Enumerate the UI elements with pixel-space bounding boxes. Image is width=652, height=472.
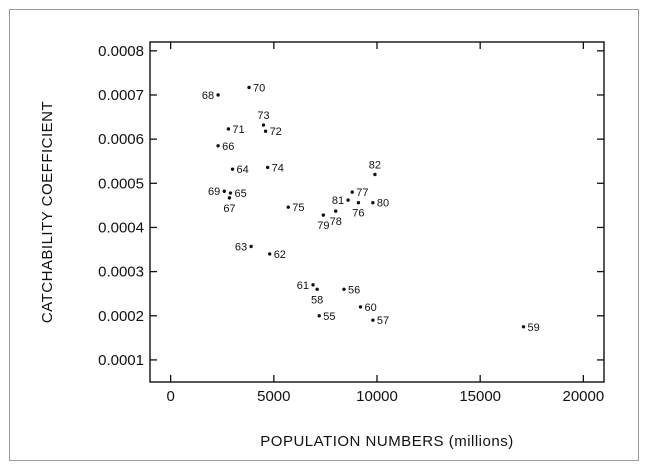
data-point xyxy=(334,209,338,213)
data-point-label: 74 xyxy=(272,162,284,174)
y-tick-label: 0.0007 xyxy=(98,87,144,104)
data-point xyxy=(265,165,270,170)
data-point-label: 78 xyxy=(330,216,342,228)
data-point-label: 56 xyxy=(348,284,360,296)
data-point xyxy=(226,127,231,131)
data-point xyxy=(286,205,290,209)
data-point xyxy=(311,283,315,287)
data-point-label: 70 xyxy=(253,82,265,94)
data-point-label: 79 xyxy=(317,220,329,232)
x-tick-label: 10000 xyxy=(356,388,398,405)
data-point xyxy=(350,190,354,194)
data-point-label: 77 xyxy=(356,187,368,199)
data-point xyxy=(356,201,361,205)
data-point-label: 82 xyxy=(369,159,381,171)
data-point xyxy=(521,325,526,329)
data-point xyxy=(371,201,375,205)
data-point xyxy=(346,198,350,202)
data-point-label: 64 xyxy=(237,164,249,176)
data-point xyxy=(317,314,321,318)
data-point-label: 55 xyxy=(323,311,335,323)
data-point xyxy=(230,167,235,171)
data-point-label: 80 xyxy=(377,198,389,210)
data-point-label: 59 xyxy=(528,322,540,334)
data-point xyxy=(222,189,226,193)
data-point xyxy=(247,85,251,90)
y-tick-label: 0.0005 xyxy=(98,175,144,192)
data-point-label: 73 xyxy=(257,110,269,122)
x-tick-label: 15000 xyxy=(459,388,501,405)
data-point xyxy=(267,252,272,256)
y-tick-label: 0.0008 xyxy=(98,43,144,60)
data-point-label: 69 xyxy=(208,186,220,198)
data-point-label: 66 xyxy=(222,141,234,153)
y-axis-title: CATCHABILITY COEFFICIENT xyxy=(39,101,56,323)
data-point-label: 67 xyxy=(223,203,235,215)
data-point-label: 76 xyxy=(352,208,364,220)
data-point-label: 61 xyxy=(297,280,309,292)
x-tick-label: 0 xyxy=(166,388,174,405)
data-point xyxy=(228,191,233,195)
data-point-label: 65 xyxy=(234,188,246,200)
x-tick-label: 20000 xyxy=(563,388,605,405)
x-axis: 0 5000 10000 15000 20000 xyxy=(166,42,604,405)
data-point-label: 75 xyxy=(292,202,304,214)
y-axis: 0.0001 0.0002 0.0003 0.0004 0.0005 0.0006 0.00… xyxy=(98,43,604,369)
data-point-label: 63 xyxy=(235,241,247,253)
y-tick-label: 0.0001 xyxy=(98,352,144,369)
data-point-label: 60 xyxy=(364,302,376,314)
data-point xyxy=(342,287,346,291)
data-point xyxy=(315,287,319,291)
y-tick-label: 0.0004 xyxy=(98,219,144,236)
y-tick-label: 0.0006 xyxy=(98,131,144,148)
data-point-label: 81 xyxy=(332,195,344,207)
data-point xyxy=(216,144,220,148)
data-point-label: 68 xyxy=(202,90,214,102)
data-point xyxy=(249,244,253,249)
data-point-label: 58 xyxy=(311,294,323,306)
data-point xyxy=(216,93,220,97)
data-point xyxy=(371,318,375,322)
data-point xyxy=(227,196,232,200)
data-point xyxy=(373,172,377,177)
y-tick-label: 0.0002 xyxy=(98,308,144,325)
data-point-label: 57 xyxy=(377,315,389,327)
y-tick-label: 0.0003 xyxy=(98,264,144,281)
data-point xyxy=(358,305,363,309)
data-point xyxy=(263,129,268,133)
data-point xyxy=(321,213,326,217)
figure-frame xyxy=(9,9,639,461)
x-axis-title: POPULATION NUMBERS (millions) xyxy=(260,433,513,450)
data-point-label: 72 xyxy=(270,126,282,138)
data-point-label: 71 xyxy=(232,124,244,136)
data-point-label: 62 xyxy=(274,249,286,261)
data-point xyxy=(261,123,266,127)
x-tick-label: 5000 xyxy=(257,388,290,405)
